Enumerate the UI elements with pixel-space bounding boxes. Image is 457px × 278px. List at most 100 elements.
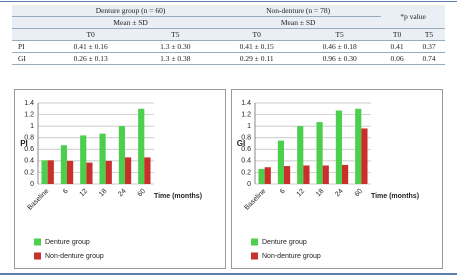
x-axis-title: Time (months) [154,193,202,200]
cell: GI [12,52,46,65]
legend-swatch [34,238,41,246]
bar [41,160,48,184]
bar [105,160,112,184]
cell: 1.3 ± 0.38 [135,52,216,65]
legend-label: Non-denture group [45,253,104,260]
y-tick-label: 0.2 [241,169,251,176]
cell: 1.3 ± 0.30 [135,40,216,53]
cell: 0.41 ± 0.15 [215,40,299,53]
y-tick-label: 0.8 [241,135,251,142]
x-tick-label: 18 [315,188,326,199]
x-tick-label: 12 [79,188,90,199]
y-tick-label: 1.2 [241,111,251,118]
bar [277,140,284,184]
bar [322,165,329,184]
cell: 0.29 ± 0.11 [215,52,299,65]
cell: 0.74 [413,52,445,65]
bar [67,160,74,184]
bar [125,157,132,184]
legend-swatch [251,238,258,246]
bar [86,162,93,184]
y-tick-label: 1.4 [24,100,34,107]
header-row: Denture group (n = 60) Non-denture (n = … [12,5,445,29]
cell: T5 [298,28,382,41]
cell: 0.41 [381,40,414,53]
bar [144,157,151,184]
bar [355,108,362,184]
cell: T0 [381,28,414,41]
y-tick-label: 0.6 [241,146,251,153]
x-tick-label: 12 [296,188,307,199]
x-tick-label: 60 [354,188,365,199]
rule [0,273,457,275]
header-cell: Mean ± SD [45,16,216,29]
cell [12,28,46,41]
cell: 0.37 [413,40,445,53]
bar [60,145,67,184]
y-tick-label: 1 [247,123,251,130]
y-tick-label: 0.4 [24,158,34,165]
y-axis-title: GI [237,139,245,148]
cell [12,16,46,29]
table: Denture group (n = 60) Non-denture (n = … [12,5,445,65]
y-tick-label: 0 [30,181,34,188]
bar [303,165,310,184]
bar [297,126,304,184]
cell: T0 [45,28,136,41]
x-tick-label: 24 [334,188,345,199]
header-cell: Denture group (n = 60) [45,5,216,17]
x-tick-label: 18 [98,188,109,199]
x-tick-label: 60 [137,188,148,199]
bar [284,166,291,184]
bar [118,126,125,184]
legend-swatch [34,252,41,260]
bar [258,168,265,184]
legend-label: Denture group [262,239,307,246]
x-axis-title: Time (months) [371,193,419,200]
y-tick-label: 1.4 [241,100,251,107]
y-axis-title: PI [20,139,28,148]
bar [138,108,145,184]
cell: T5 [135,28,216,41]
x-tick-label: 24 [117,188,128,199]
cell: 0.26 ± 0.13 [45,52,136,65]
bar [316,122,323,184]
header-cell: *p value [381,5,445,29]
y-tick-label: 1.2 [24,111,34,118]
bar [99,133,106,184]
cell: PI [12,40,46,53]
cell: T0 [215,28,299,41]
cell: 0.41 ± 0.16 [45,40,136,53]
bar [80,135,87,184]
bar [47,160,54,184]
rule [0,1,457,2]
row: GI 0.26 ± 0.13 1.3 ± 0.38 0.29 ± 0.11 0.96 ±… [12,52,445,65]
header-cell: Non-denture (n = 78) [215,5,382,17]
cell: 0.06 [381,52,414,65]
y-tick-label: 0.2 [24,169,34,176]
cell [12,5,46,17]
legend-label: Non-denture group [262,253,321,260]
bar [361,128,368,184]
bar [342,164,349,184]
x-tick-label: 6 [62,188,70,196]
y-tick-label: 0 [247,181,251,188]
y-tick-label: 1 [30,123,34,130]
y-tick-label: 0.6 [24,146,34,153]
bar [335,110,342,184]
row: PI 0.41 ± 0.16 1.3 ± 0.30 0.41 ± 0.15 0.46 ±… [12,40,445,53]
bar [264,167,271,184]
x-tick-label: 6 [279,188,287,196]
legend-label: Denture group [45,239,90,246]
header-row: Mean ± SD Mean ± SD [12,16,445,29]
y-tick-label: 0.4 [241,158,251,165]
header-cell: Mean ± SD [215,16,382,29]
cell: T5 [413,28,445,41]
y-tick-label: 0.8 [24,135,34,142]
legend-swatch [251,252,258,260]
header-row: T0 T5 T0 T5 T0 T5 [12,28,445,41]
cell: 0.46 ± 0.18 [298,40,382,53]
